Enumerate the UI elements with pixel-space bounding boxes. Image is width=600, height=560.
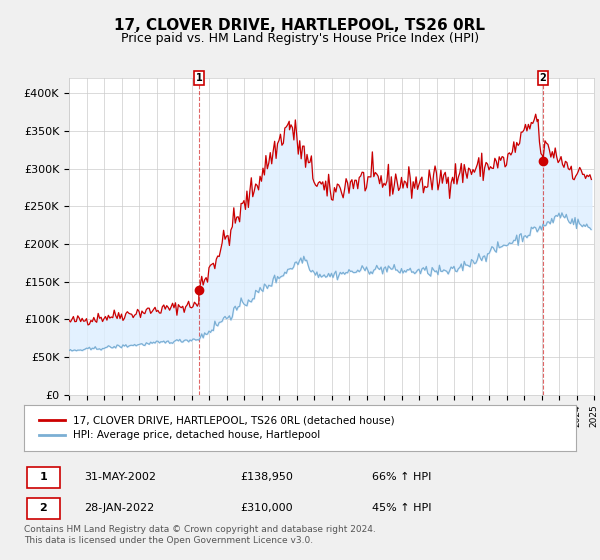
Text: 2: 2: [539, 73, 546, 83]
Text: 31-MAY-2002: 31-MAY-2002: [84, 473, 156, 482]
Text: 45% ↑ HPI: 45% ↑ HPI: [372, 503, 431, 513]
Text: 17, CLOVER DRIVE, HARTLEPOOL, TS26 0RL: 17, CLOVER DRIVE, HARTLEPOOL, TS26 0RL: [115, 18, 485, 33]
Text: Price paid vs. HM Land Registry's House Price Index (HPI): Price paid vs. HM Land Registry's House …: [121, 32, 479, 45]
Text: Contains HM Land Registry data © Crown copyright and database right 2024.
This d: Contains HM Land Registry data © Crown c…: [24, 525, 376, 545]
Text: 66% ↑ HPI: 66% ↑ HPI: [372, 473, 431, 482]
Text: £138,950: £138,950: [240, 473, 293, 482]
Text: 1: 1: [40, 473, 47, 482]
Legend: 17, CLOVER DRIVE, HARTLEPOOL, TS26 0RL (detached house), HPI: Average price, det: 17, CLOVER DRIVE, HARTLEPOOL, TS26 0RL (…: [35, 412, 399, 444]
Text: 1: 1: [196, 73, 202, 83]
Text: 2: 2: [40, 503, 47, 513]
Text: £310,000: £310,000: [240, 503, 293, 513]
Text: 28-JAN-2022: 28-JAN-2022: [84, 503, 154, 513]
